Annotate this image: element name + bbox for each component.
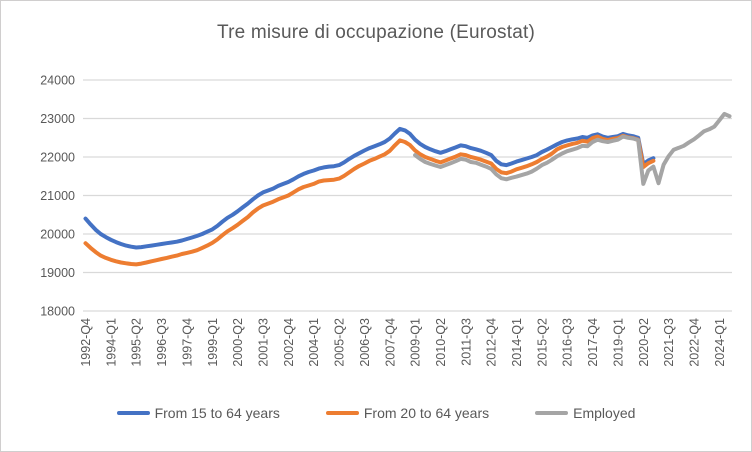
- x-tick-label: 1999-Q1: [206, 318, 220, 367]
- x-tick-label: 2012-Q4: [485, 318, 499, 367]
- x-tick-label: 2022-Q4: [688, 318, 702, 367]
- x-tick-label: 2009-Q1: [409, 318, 423, 367]
- x-tick-label: 2014-Q1: [510, 318, 524, 367]
- x-tick-label: 2002-Q4: [282, 318, 296, 367]
- x-tick-label: 1992-Q4: [79, 318, 93, 367]
- x-tick-label: 2015-Q2: [535, 318, 549, 367]
- x-tick-label: 2016-Q3: [561, 318, 575, 367]
- chart-legend: From 15 to 64 years From 20 to 64 years …: [1, 405, 751, 421]
- legend-label-15-64: From 15 to 64 years: [154, 405, 280, 421]
- x-tick-label: 2020-Q2: [637, 318, 651, 367]
- x-tick-label: 2007-Q4: [383, 318, 397, 367]
- x-tick-label: 1997-Q4: [180, 318, 194, 367]
- legend-swatch-employed: [535, 410, 569, 416]
- x-tick-label: 2011-Q3: [459, 318, 473, 366]
- x-tick-label: 2010-Q2: [434, 318, 448, 367]
- x-tick-label: 2021-Q3: [662, 318, 676, 367]
- x-tick-label: 2024-Q1: [713, 318, 727, 367]
- series-line-1: [83, 133, 656, 267]
- legend-label-20-64: From 20 to 64 years: [363, 405, 490, 421]
- y-tick-label: 19000: [40, 266, 75, 280]
- y-tick-label: 18000: [40, 305, 75, 319]
- legend-swatch-15-64: [116, 410, 150, 416]
- x-tick-label: 2000-Q2: [231, 318, 245, 367]
- x-tick-label: 2005-Q2: [333, 318, 347, 367]
- line-chart-plot: 18000 19000 20000 21000 22000 23000 24000 1992-…: [40, 74, 732, 367]
- chart-title: Tre misure di occupazione (Eurostat): [216, 22, 535, 43]
- y-tick-label: 22000: [40, 151, 75, 165]
- legend-swatch-20-64: [325, 410, 359, 416]
- legend-item-15-64: From 15 to 64 years: [116, 405, 280, 421]
- x-tick-label: 2019-Q1: [611, 318, 625, 367]
- x-tick-label: 1994-Q1: [104, 318, 118, 367]
- legend-item-20-64: From 20 to 64 years: [325, 405, 490, 421]
- y-tick-label: 24000: [40, 74, 75, 88]
- x-tick-label: 2006-Q3: [358, 318, 372, 367]
- x-tick-label: 2017-Q4: [586, 318, 600, 367]
- y-tick-label: 23000: [40, 112, 75, 126]
- series-line-0: [83, 126, 656, 250]
- x-tick-label: 1995-Q2: [130, 318, 144, 367]
- x-tick-label: 2001-Q3: [257, 318, 271, 367]
- legend-item-employed: Employed: [535, 405, 635, 421]
- legend-label-employed: Employed: [573, 405, 636, 421]
- x-tick-label: 1996-Q3: [155, 318, 169, 367]
- x-tick-label: 2004-Q1: [307, 318, 321, 367]
- y-tick-label: 20000: [40, 228, 75, 242]
- series-line-2: [413, 111, 732, 186]
- y-tick-label: 21000: [40, 189, 75, 203]
